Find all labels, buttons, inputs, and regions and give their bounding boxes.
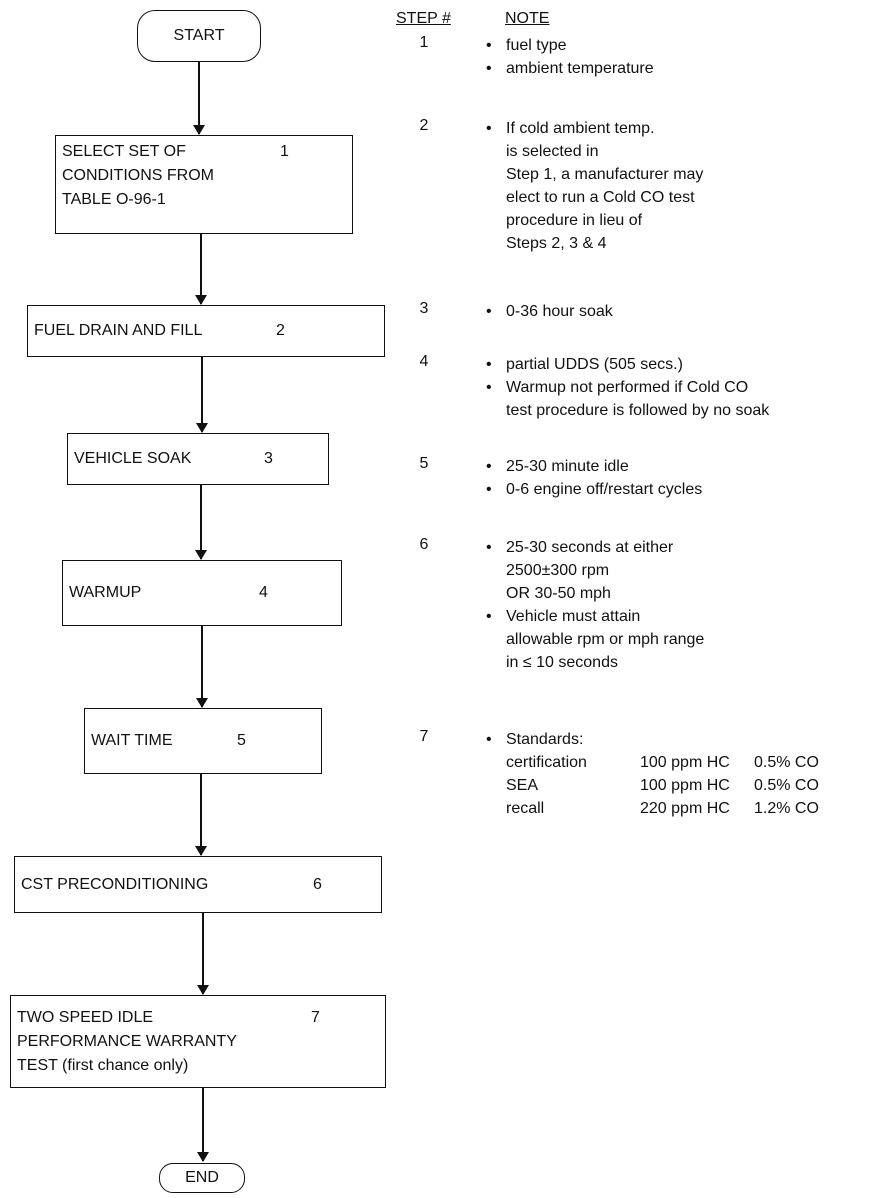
note-bullet: 25-30 minute idle — [486, 455, 702, 478]
box-line: SELECT SET OF — [62, 143, 186, 160]
end-label: END — [185, 1169, 219, 1186]
note-text: is selected in — [506, 143, 599, 160]
standards-co: 0.5% CO — [754, 777, 819, 794]
note-step-number-1: 1 — [419, 34, 429, 51]
box-step-number: 3 — [264, 450, 273, 467]
note-step-3: 0-36 hour soak — [486, 300, 613, 323]
note-step-number-7: 7 — [419, 728, 429, 745]
box-step-number: 7 — [311, 1009, 320, 1026]
note-step-7: Standards: certification 100 ppm HC 0.5%… — [486, 728, 819, 820]
note-text: 25-30 seconds at either — [506, 539, 674, 556]
note-text: fuel type — [506, 37, 567, 54]
note-step-number-6: 6 — [419, 536, 429, 553]
note-text: partial UDDS (505 secs.) — [506, 356, 683, 373]
step-number-header: STEP # — [396, 10, 451, 27]
box-line: TEST (first chance only) — [17, 1057, 189, 1074]
note-step-number-4: 4 — [419, 353, 429, 370]
note-step-1: fuel type ambient temperature — [486, 34, 654, 80]
note-text: Steps 2, 3 & 4 — [506, 235, 607, 252]
box-line: PERFORMANCE WARRANTY — [17, 1033, 237, 1050]
note-bullet: Standards: — [486, 728, 819, 751]
note-bullet: partial UDDS (505 secs.) — [486, 353, 769, 376]
note-step-6: 25-30 seconds at either 2500±300 rpm OR … — [486, 536, 704, 674]
flow-box-step-5: WAIT TIME 5 — [84, 708, 322, 774]
start-label: START — [173, 27, 225, 44]
standards-type: recall — [506, 800, 545, 817]
note-text: test procedure is followed by no soak — [506, 402, 770, 419]
note-step-number-5: 5 — [419, 455, 429, 472]
box-step-number: 4 — [259, 584, 268, 601]
standards-type: certification — [506, 754, 587, 771]
flow-box-step-2: FUEL DRAIN AND FILL 2 — [27, 305, 385, 357]
standards-table: certification 100 ppm HC 0.5% CO SEA 100… — [506, 751, 819, 820]
box-step-number: 5 — [237, 732, 246, 749]
flow-box-step-7: TWO SPEED IDLE PERFORMANCE WARRANTY TEST… — [10, 995, 386, 1088]
box-line: TABLE O-96-1 — [62, 191, 166, 208]
box-step-number: 2 — [276, 322, 285, 339]
note-text: 25-30 minute idle — [506, 458, 629, 475]
note-bullet: Warmup not performed if Cold CO test pro… — [486, 376, 769, 422]
note-step-number-3: 3 — [419, 300, 429, 317]
flow-box-step-3: VEHICLE SOAK 3 — [67, 433, 329, 485]
note-text: elect to run a Cold CO test — [506, 189, 695, 206]
flow-box-step-4: WARMUP 4 — [62, 560, 342, 626]
standards-hc: 220 ppm HC — [640, 800, 730, 817]
box-line: WARMUP — [69, 584, 142, 601]
note-text: Standards: — [506, 731, 584, 748]
standards-co: 0.5% CO — [754, 754, 819, 771]
note-step-4: partial UDDS (505 secs.) Warmup not perf… — [486, 353, 769, 422]
note-bullet: 0-36 hour soak — [486, 300, 613, 323]
box-line: VEHICLE SOAK — [74, 450, 192, 467]
standards-co: 1.2% CO — [754, 800, 819, 817]
note-bullet: 0-6 engine off/restart cycles — [486, 478, 702, 501]
note-text: Vehicle must attain — [506, 608, 641, 625]
note-bullet: If cold ambient temp. is selected in Ste… — [486, 117, 703, 255]
box-line: WAIT TIME — [91, 732, 173, 749]
box-step-number: 1 — [280, 143, 289, 160]
note-bullet: fuel type — [486, 34, 654, 57]
note-text: Step 1, a manufacturer may — [506, 166, 704, 183]
note-text: ambient temperature — [506, 60, 654, 77]
note-text: 0-6 engine off/restart cycles — [506, 481, 703, 498]
note-text: 0-36 hour soak — [506, 303, 613, 320]
note-text: If cold ambient temp. — [506, 120, 655, 137]
standards-hc: 100 ppm HC — [640, 754, 730, 771]
standards-row: certification 100 ppm HC 0.5% CO — [506, 751, 819, 774]
note-text: Warmup not performed if Cold CO — [506, 379, 749, 396]
flow-box-step-1: SELECT SET OF CONDITIONS FROM TABLE O-96… — [55, 135, 353, 234]
standards-row: SEA 100 ppm HC 0.5% CO — [506, 774, 819, 797]
standards-row: recall 220 ppm HC 1.2% CO — [506, 797, 819, 820]
note-text: OR 30-50 mph — [506, 585, 611, 602]
note-text: allowable rpm or mph range — [506, 631, 705, 648]
box-line: TWO SPEED IDLE — [17, 1009, 154, 1026]
box-step-number: 6 — [313, 876, 322, 893]
note-bullet: ambient temperature — [486, 57, 654, 80]
box-line: CST PRECONDITIONING — [21, 876, 209, 893]
box-line: FUEL DRAIN AND FILL — [34, 322, 203, 339]
end-terminal: END — [159, 1163, 245, 1193]
note-text: in ≤ 10 seconds — [506, 654, 618, 671]
start-terminal: START — [137, 10, 261, 62]
flow-box-step-6: CST PRECONDITIONING 6 — [14, 856, 382, 913]
note-header: NOTE — [505, 10, 550, 27]
note-text: 2500±300 rpm — [506, 562, 610, 579]
note-step-2: If cold ambient temp. is selected in Ste… — [486, 117, 703, 255]
note-step-number-2: 2 — [419, 117, 429, 134]
note-step-5: 25-30 minute idle 0-6 engine off/restart… — [486, 455, 702, 501]
note-bullet: 25-30 seconds at either 2500±300 rpm OR … — [486, 536, 704, 605]
box-line: CONDITIONS FROM — [62, 167, 214, 184]
standards-type: SEA — [506, 777, 539, 794]
note-bullet: Vehicle must attain allowable rpm or mph… — [486, 605, 704, 674]
standards-hc: 100 ppm HC — [640, 777, 730, 794]
note-text: procedure in lieu of — [506, 212, 643, 229]
